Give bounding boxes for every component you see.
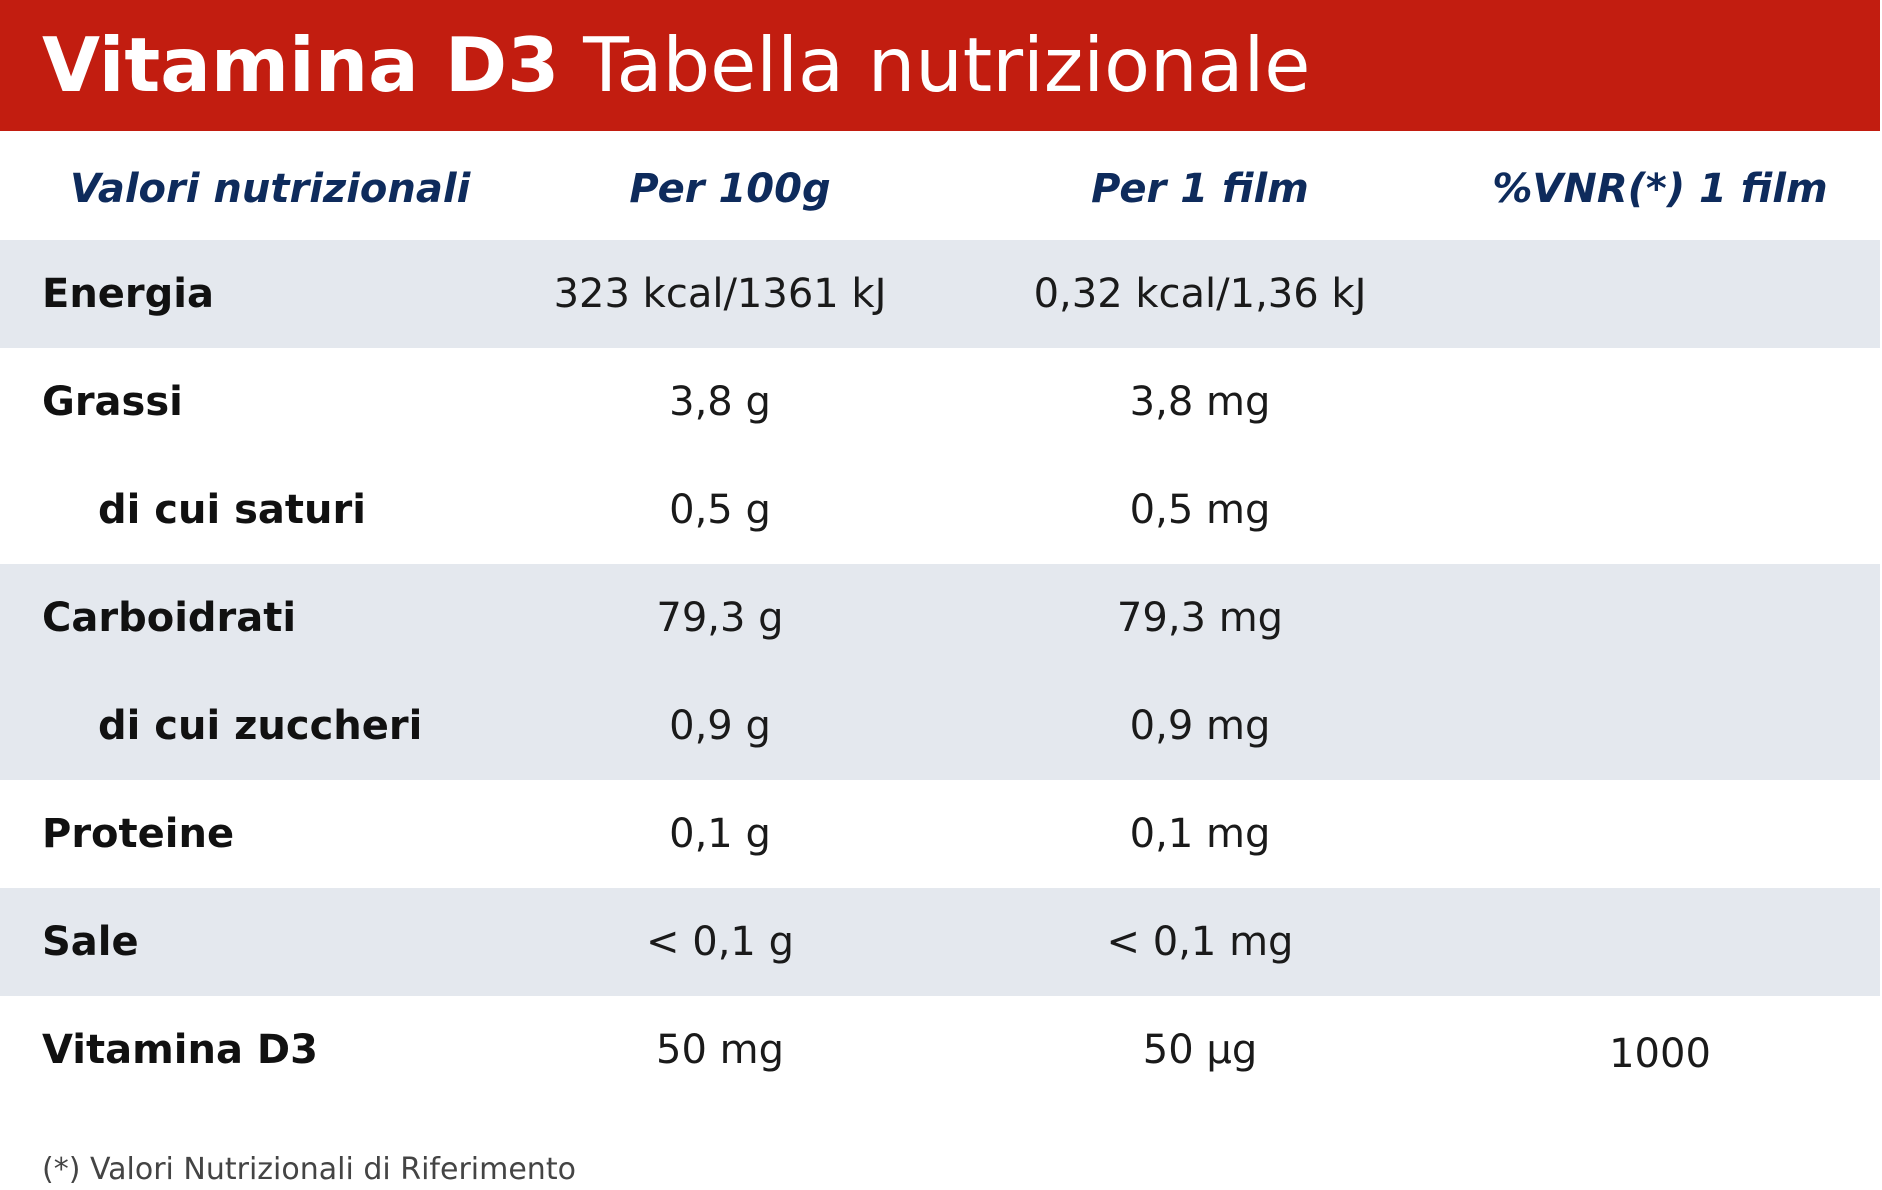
row-per-film: 0,1 mg [1129,811,1271,857]
row-vnr: 1000 [1609,1031,1711,1077]
row-per-film: 0,9 mg [1129,703,1271,749]
page-title: Vitamina D3 Tabella nutrizionale [42,22,1310,108]
row-vnr [1460,460,1860,568]
row-label: di cui saturi [98,487,366,533]
row-per-film: 79,3 mg [1116,595,1284,641]
table-row-carboidrati: Carboidrati 79,3 g 79,3 mg [0,564,1880,672]
row-per-100g: < 0,1 g [646,919,794,965]
row-label: Vitamina D3 [42,1027,318,1073]
title-product: Vitamina D3 [42,21,560,109]
table-row-grassi: Grassi 3,8 g 3,8 mg [0,348,1880,456]
row-label: Sale [42,919,139,965]
row-vnr [1460,352,1860,460]
title-banner: Vitamina D3 Tabella nutrizionale [0,0,1880,131]
row-label: Carboidrati [42,595,297,641]
table-row-sale: Sale < 0,1 g < 0,1 mg [0,888,1880,996]
table-row-energia: Energia 323 kcal/1361 kJ 0,32 kcal/1,36 … [0,240,1880,348]
row-per-film: 50 µg [1142,1027,1258,1073]
row-vnr [1460,892,1860,1000]
row-label: Proteine [42,811,235,857]
row-per-100g: 0,5 g [669,487,771,533]
row-label: Grassi [42,379,183,425]
row-per-100g: 79,3 g [656,595,784,641]
row-vnr [1460,568,1860,676]
row-vnr [1460,676,1860,784]
row-per-100g: 0,1 g [669,811,771,857]
title-subject: Tabella nutrizionale [583,21,1311,109]
column-header-vnr: %VNR(*) 1 film [1492,166,1828,212]
row-vnr [1460,244,1860,352]
row-vnr [1460,784,1860,892]
row-per-film: 0,32 kcal/1,36 kJ [1033,271,1367,317]
table-row-saturi: di cui saturi 0,5 g 0,5 mg [0,456,1880,564]
row-per-100g: 3,8 g [669,379,771,425]
row-per-film: 3,8 mg [1129,379,1271,425]
footnote: (*) Valori Nutrizionali di Riferimento [42,1152,576,1187]
row-per-film: 0,5 mg [1129,487,1271,533]
table-row-zuccheri: di cui zuccheri 0,9 g 0,9 mg [0,672,1880,780]
row-label: di cui zuccheri [98,703,423,749]
table-row-proteine: Proteine 0,1 g 0,1 mg [0,780,1880,888]
row-per-100g: 0,9 g [669,703,771,749]
row-per-100g: 50 mg [656,1027,784,1073]
row-per-film: < 0,1 mg [1106,919,1294,965]
column-header-per-100g: Per 100g [629,166,831,212]
row-per-100g: 323 kcal/1361 kJ [553,271,887,317]
table-row-vitamina-d3: Vitamina D3 50 mg 50 µg 1000 [0,996,1880,1104]
row-label: Energia [42,271,214,317]
column-header-per-film: Per 1 film [1091,166,1309,212]
column-header-label: Valori nutrizionali [70,166,471,212]
